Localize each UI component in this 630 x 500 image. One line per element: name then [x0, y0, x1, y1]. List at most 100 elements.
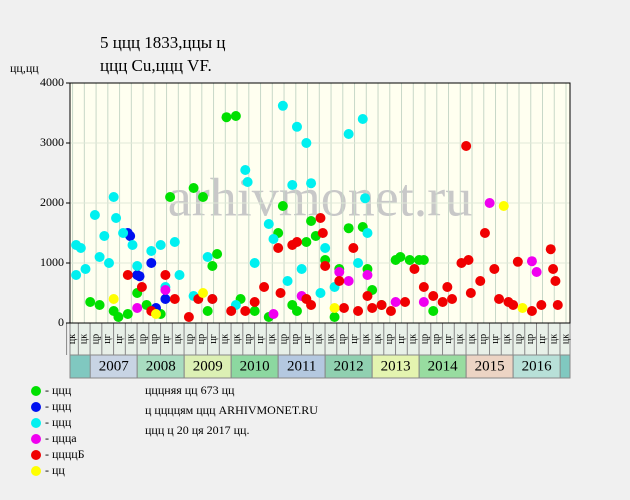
plot-frame — [69, 82, 571, 324]
point — [89, 210, 100, 220]
note: ц ццццям ццц ARHIVMONET.RU — [145, 403, 318, 417]
point — [122, 270, 133, 280]
point — [134, 271, 145, 282]
chart-title: 5 ццц 1833,ццы ц — [100, 33, 226, 52]
x-tick-label: цк — [314, 334, 325, 344]
point — [550, 276, 561, 286]
x-tick-label: цр — [478, 334, 489, 344]
point — [85, 297, 96, 307]
x-tick-label: цк — [560, 334, 571, 344]
x-tick-label: цк — [549, 334, 560, 344]
x-tick-label: цг — [396, 334, 407, 343]
year-label: 2008 — [146, 358, 176, 374]
year-label: 2015 — [475, 358, 505, 374]
point — [357, 114, 368, 124]
point — [404, 255, 415, 265]
point — [240, 165, 251, 175]
point — [548, 264, 559, 274]
y-tick-label: 4000 — [40, 75, 64, 89]
point — [94, 252, 105, 262]
note: ццц ц 20 ця 2017 цц. — [145, 423, 249, 437]
point — [263, 219, 274, 229]
year-label: 2007 — [99, 358, 130, 374]
x-label-row — [69, 322, 571, 356]
point — [484, 198, 495, 208]
x-tick-label: цр — [196, 334, 207, 344]
y-tick-label: 0 — [58, 315, 64, 329]
point — [494, 294, 505, 304]
year-label: 2013 — [381, 358, 411, 374]
point — [306, 178, 317, 189]
legend-label: - ццццБ — [45, 447, 85, 461]
point — [230, 111, 241, 121]
x-tick-label: цр — [419, 334, 430, 344]
x-tick-label: цк — [466, 334, 477, 344]
x-tick-label: цк — [231, 334, 242, 344]
point — [136, 282, 147, 292]
point — [259, 282, 270, 292]
point — [343, 223, 354, 234]
point — [517, 303, 528, 313]
point — [174, 270, 185, 280]
point — [367, 303, 378, 313]
point — [277, 201, 288, 211]
point — [226, 306, 237, 316]
x-tick-label: цк — [267, 334, 278, 344]
point — [99, 231, 110, 241]
point — [197, 192, 208, 202]
point — [160, 270, 171, 280]
point — [531, 267, 542, 277]
point — [306, 300, 317, 310]
point — [183, 312, 194, 322]
point — [409, 264, 420, 274]
note: цццняя цц 673 цц — [145, 383, 235, 397]
point — [498, 201, 509, 211]
point — [315, 213, 326, 223]
legend-label: - ццц — [45, 399, 72, 413]
point — [268, 309, 279, 319]
point — [400, 297, 411, 307]
x-tick-label: цг — [114, 334, 125, 343]
point — [155, 240, 166, 250]
point — [146, 246, 157, 256]
point — [338, 303, 349, 313]
point — [207, 294, 218, 304]
point — [395, 252, 406, 262]
point — [188, 183, 199, 193]
point — [343, 276, 354, 286]
x-tick-label: цр — [243, 334, 254, 344]
point — [275, 288, 286, 298]
x-tick-label: цг — [208, 334, 219, 343]
point — [240, 306, 251, 316]
x-tick-label: цг — [161, 334, 172, 343]
point — [75, 243, 86, 253]
year-label: 2011 — [287, 358, 316, 374]
point — [315, 288, 326, 298]
x-tick-label: цк — [408, 334, 419, 344]
x-tick-label: цг — [255, 334, 266, 343]
point — [479, 228, 490, 238]
x-tick-label: цр — [290, 334, 301, 344]
point — [150, 309, 161, 319]
point — [104, 258, 115, 268]
point — [442, 282, 453, 292]
legend-marker — [31, 418, 41, 428]
point — [306, 216, 317, 226]
legend-marker — [31, 434, 41, 444]
chart-subtitle: ццц Cu,ццц VF. — [100, 56, 212, 75]
point — [343, 129, 354, 139]
y-tick-label: 3000 — [40, 135, 64, 149]
x-tick-label: цг — [102, 334, 113, 343]
x-tick-label: цр — [90, 334, 101, 344]
x-tick-label: цк — [455, 334, 466, 344]
point — [301, 138, 312, 148]
point — [291, 306, 302, 316]
y-tick-label: 1000 — [40, 255, 64, 269]
legend-label: - ццца — [45, 431, 77, 445]
point — [277, 100, 288, 111]
point — [447, 294, 458, 304]
x-tick-label: цг — [537, 334, 548, 343]
point — [127, 240, 138, 250]
point — [165, 192, 176, 202]
point — [291, 121, 302, 132]
